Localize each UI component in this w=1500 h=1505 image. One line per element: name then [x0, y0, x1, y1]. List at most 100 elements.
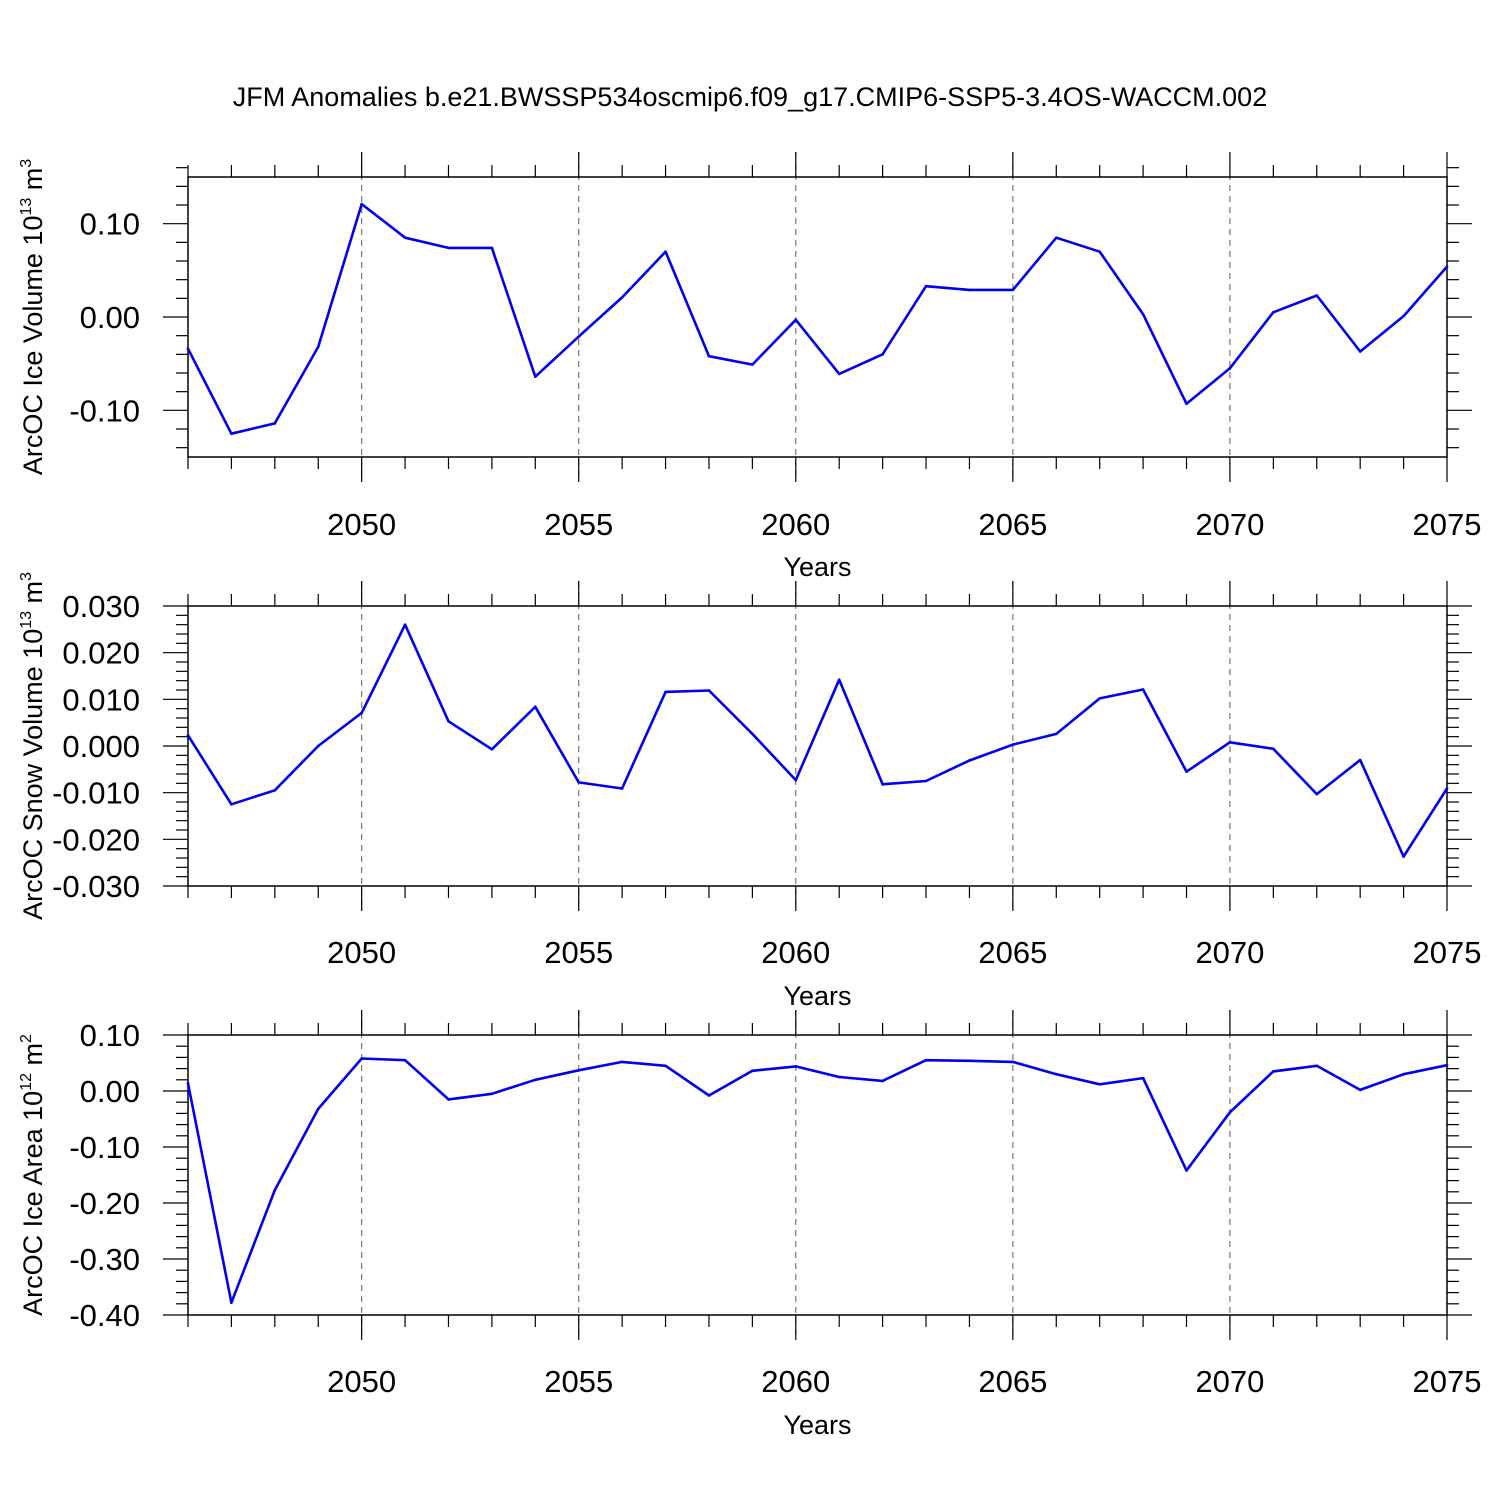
data-point	[1358, 1088, 1362, 1092]
y-tick-label: 0.030	[62, 589, 140, 624]
figure-title: JFM Anomalies b.e21.BWSSP534oscmip6.f09_…	[232, 82, 1268, 112]
data-point	[664, 250, 667, 253]
data-point	[230, 803, 233, 806]
x-axis-label: Years	[783, 1410, 851, 1440]
data-point	[1141, 312, 1145, 316]
chart-panel-2: 0.030 0.020 0.010 0.000 -0.010 -0.020 -0.030 20…	[18, 572, 1481, 1011]
data-point	[316, 744, 320, 748]
data-point	[360, 711, 363, 715]
y-axis-label: ArcOC Snow Volume 1013 m3	[18, 572, 48, 920]
data-point	[664, 690, 667, 694]
data-point	[751, 363, 754, 366]
y-tick-label: 0.020	[62, 636, 140, 671]
x-tick-label: 2065	[978, 507, 1047, 542]
x-tick-label: 2055	[544, 935, 613, 970]
data-point	[620, 787, 624, 790]
data-point	[968, 1059, 971, 1063]
data-point	[186, 347, 190, 351]
data-point	[403, 623, 407, 626]
y-tick-label: -0.10	[69, 1130, 140, 1165]
data-point	[1228, 1110, 1232, 1114]
data-point	[837, 372, 841, 376]
data-point	[273, 789, 277, 792]
data-point	[1315, 1064, 1319, 1068]
x-tick-label: 2075	[1413, 935, 1482, 970]
data-point	[403, 236, 407, 239]
data-point	[1185, 402, 1188, 406]
data-point	[360, 202, 363, 206]
data-point	[924, 1058, 928, 1062]
x-tick-label: 2075	[1413, 1364, 1482, 1399]
data-point	[1445, 1063, 1449, 1067]
y-axis-label: ArcOC Ice Volume 1013 m3	[18, 159, 48, 475]
data-point	[1228, 740, 1232, 744]
data-point	[620, 296, 624, 299]
data-point	[794, 778, 798, 782]
data-point	[1098, 250, 1101, 253]
data-point	[447, 719, 450, 723]
data-point	[620, 1060, 624, 1064]
x-tick-label: 2055	[544, 507, 613, 542]
series-line	[186, 1057, 1449, 1304]
data-point	[1402, 855, 1405, 858]
x-tick-label: 2060	[761, 935, 830, 970]
y-tick-label: 0.00	[80, 1074, 140, 1109]
plot-frame	[187, 1034, 1448, 1316]
y-tick-label: 0.10	[80, 1018, 140, 1053]
data-point	[837, 678, 841, 682]
data-point	[1358, 758, 1362, 762]
data-point	[230, 432, 233, 435]
data-point	[1402, 314, 1405, 318]
data-point	[316, 345, 320, 349]
data-point	[837, 1075, 841, 1079]
series-line	[186, 202, 1449, 436]
data-point	[968, 288, 971, 292]
data-point	[1098, 697, 1101, 700]
data-point	[273, 422, 277, 425]
y-tick-label: -0.020	[52, 822, 140, 857]
data-point	[230, 1301, 233, 1304]
data-point	[1011, 743, 1015, 746]
y-tick-label: -0.030	[52, 869, 140, 904]
x-tick-label: 2050	[327, 1364, 396, 1399]
x-tick-label: 2060	[761, 1364, 830, 1399]
data-point	[1445, 265, 1449, 268]
plot-frame	[187, 176, 1448, 458]
data-point	[447, 246, 450, 250]
x-tick-label: 2055	[544, 1364, 613, 1399]
x-tick-label: 2065	[978, 1364, 1047, 1399]
data-point	[1185, 770, 1188, 773]
data-point	[186, 1081, 190, 1085]
data-point	[707, 354, 711, 358]
data-point	[1011, 1060, 1015, 1064]
data-point	[1272, 311, 1275, 314]
y-tick-label: 0.10	[80, 207, 140, 242]
y-tick-label: -0.010	[52, 776, 140, 811]
data-point	[1098, 1082, 1101, 1086]
y-tick-label: -0.10	[69, 393, 140, 428]
data-point	[1402, 1072, 1405, 1076]
x-tick-label: 2050	[327, 507, 396, 542]
x-tick-label: 2060	[761, 507, 830, 542]
y-tick-label: -0.30	[69, 1242, 140, 1277]
data-point	[534, 375, 537, 379]
data-point	[186, 733, 190, 737]
data-point	[881, 1079, 884, 1083]
y-axis-label: ArcOC Ice Area 1012 m2	[18, 1034, 48, 1316]
data-point	[577, 1068, 581, 1072]
x-tick-label: 2050	[327, 935, 396, 970]
y-tick-label: -0.40	[69, 1298, 140, 1333]
series-line	[186, 623, 1449, 858]
data-point	[881, 782, 884, 786]
data-point	[534, 705, 537, 709]
data-point	[490, 246, 494, 250]
data-point	[1054, 732, 1058, 736]
data-point	[707, 689, 711, 692]
data-point	[1315, 294, 1319, 297]
chart-panel-3: 0.10 0.00 -0.10 -0.20 -0.30 -0.40 2050 2055 2060…	[18, 1010, 1481, 1440]
x-tick-label: 2070	[1195, 935, 1264, 970]
data-point	[924, 284, 928, 288]
data-point	[490, 747, 494, 751]
x-tick-label: 2070	[1195, 507, 1264, 542]
y-tick-label: 0.000	[62, 729, 140, 764]
